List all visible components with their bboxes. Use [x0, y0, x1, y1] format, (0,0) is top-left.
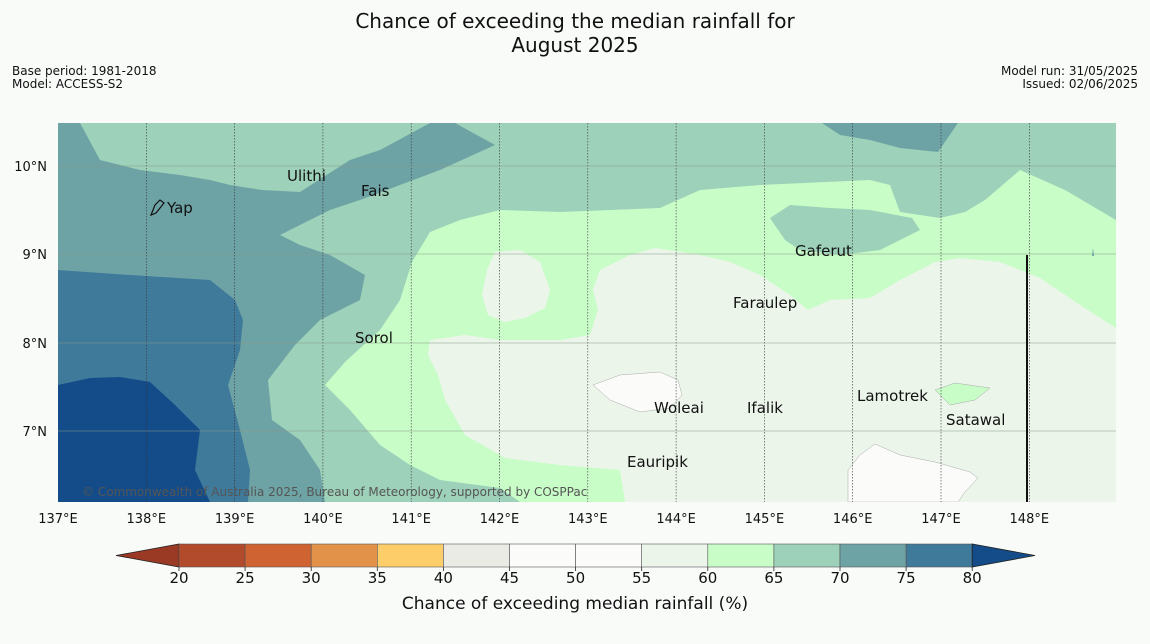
- metadata-right: Model run: 31/05/2025 Issued: 02/06/2025: [1001, 65, 1138, 91]
- colorbar-segment: [707, 543, 775, 568]
- title-line-2: August 2025: [511, 33, 639, 57]
- colorbar-tick-label: 60: [698, 569, 717, 587]
- contour-55-60-inner: [482, 250, 550, 322]
- colorbar: 20 25 30 35 40 45 50 55 60 65 70 75 80: [115, 543, 1036, 587]
- colorbar-tick-label: 45: [500, 569, 519, 587]
- longitude-label: 137°E: [38, 512, 78, 527]
- colorbar-segment: [575, 543, 642, 568]
- colorbar-segment: [509, 543, 576, 568]
- colorbar-under-arrow: [115, 543, 180, 568]
- place-woleai: Woleai: [654, 399, 704, 417]
- contour-80-plus: [58, 377, 210, 502]
- model-name: Model: ACCESS-S2: [12, 77, 124, 91]
- longitude-label: 146°E: [833, 512, 873, 527]
- colorbar-tick-label: 80: [963, 569, 982, 587]
- place-ulithi: Ulithi: [287, 167, 326, 185]
- colorbar-tick-label: 70: [830, 569, 849, 587]
- colorbar-segment: [244, 543, 312, 568]
- small-island-east: [1092, 248, 1094, 256]
- probability-contours: [58, 123, 1116, 502]
- place-faraulep: Faraulep: [733, 294, 797, 312]
- latitude-label: 7°N: [23, 425, 48, 440]
- contour-50-55-woleai: [592, 371, 683, 413]
- colorbar-segment: [443, 543, 510, 568]
- longitude-label: 140°E: [303, 512, 343, 527]
- metadata-left: Base period: 1981-2018 Model: ACCESS-S2: [12, 65, 157, 91]
- map-title: Chance of exceeding the median rainfall …: [0, 9, 1150, 57]
- contour-65-70: [58, 123, 1116, 502]
- longitude-label: 141°E: [391, 512, 431, 527]
- place-yap: Yap: [166, 199, 193, 217]
- contour-70-75-northeast: [822, 123, 958, 152]
- colorbar-tick-label: 55: [632, 569, 651, 587]
- longitude-label: 142°E: [480, 512, 520, 527]
- yap-island-outline: [149, 199, 165, 217]
- colorbar-tick-label: 30: [302, 569, 321, 587]
- colorbar-segment: [905, 543, 973, 568]
- contour-55-60: [428, 248, 1116, 502]
- title-line-1: Chance of exceeding the median rainfall …: [355, 9, 795, 33]
- contour-60-65-satawal: [934, 382, 991, 406]
- place-eauripik: Eauripik: [627, 453, 688, 471]
- longitude-label: 144°E: [656, 512, 696, 527]
- place-ifalik: Ifalik: [747, 399, 783, 417]
- longitude-label: 139°E: [215, 512, 255, 527]
- colorbar-tick-label: 35: [368, 569, 387, 587]
- colorbar-segment: [376, 543, 444, 568]
- gridlines: [58, 123, 1116, 502]
- colorbar-tick-label: 75: [897, 569, 916, 587]
- colorbar-segment: [839, 543, 907, 568]
- model-run: Model run: 31/05/2025: [1000, 64, 1138, 78]
- colorbar-segment: [178, 543, 246, 568]
- latitude-label: 9°N: [23, 248, 48, 263]
- contour-65-70-blob: [770, 205, 920, 255]
- base-period: Base period: 1981-2018: [12, 64, 157, 78]
- longitude-label: 145°E: [745, 512, 785, 527]
- colorbar-segment: [773, 543, 841, 568]
- place-sorol: Sorol: [355, 329, 393, 347]
- colorbar-tick-label: 65: [764, 569, 783, 587]
- longitude-labels: 137°E 138°E 139°E 140°E 141°E 142°E 143°E 144°E…: [38, 512, 1049, 527]
- longitude-label: 143°E: [568, 512, 608, 527]
- latitude-label: 10°N: [14, 160, 47, 175]
- longitude-label: 138°E: [127, 512, 167, 527]
- issued-date: Issued: 02/06/2025: [1022, 77, 1138, 91]
- place-lamotrek: Lamotrek: [857, 387, 928, 405]
- colorbar-tick-label: 50: [566, 569, 585, 587]
- longitude-label: 148°E: [1010, 512, 1050, 527]
- colorbar-segment: [310, 543, 378, 568]
- place-satawal: Satawal: [946, 411, 1005, 429]
- copyright-notice: © Commonwealth of Australia 2025, Bureau…: [82, 485, 587, 499]
- latitude-label: 8°N: [23, 337, 48, 352]
- colorbar-tick-label: 40: [434, 569, 453, 587]
- place-fais: Fais: [361, 182, 390, 200]
- contour-50-55-southeast: [847, 443, 979, 502]
- place-gaferut: Gaferut: [795, 242, 852, 260]
- colorbar-over-arrow: [971, 543, 1036, 568]
- latitude-labels: 10°N 9°N 8°N 7°N: [14, 160, 47, 440]
- longitude-label: 147°E: [921, 512, 961, 527]
- colorbar-tick-label: 20: [169, 569, 188, 587]
- colorbar-label: Chance of exceeding median rainfall (%): [401, 594, 749, 614]
- colorbar-segment: [641, 543, 709, 568]
- colorbar-tick-label: 25: [236, 569, 255, 587]
